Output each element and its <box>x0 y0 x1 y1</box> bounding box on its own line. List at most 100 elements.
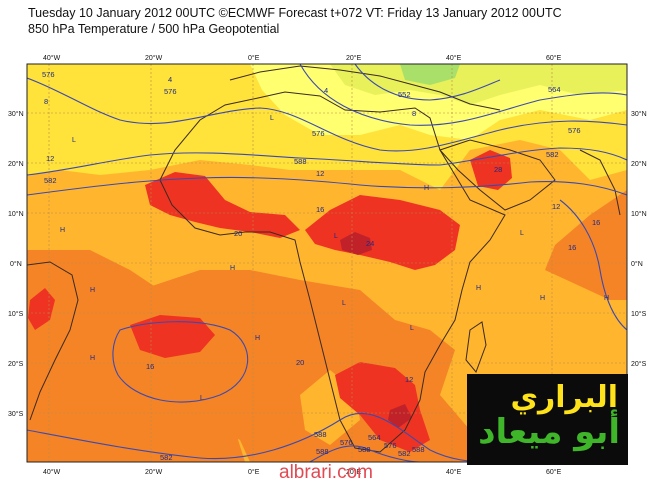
contour-588-south <box>112 321 249 403</box>
pressure-mark: L <box>334 233 338 240</box>
pressure-mark: L <box>72 137 76 144</box>
lon-tick-top: 60°E <box>546 54 562 62</box>
pressure-mark: L <box>270 115 274 122</box>
isotherm-labels: 4 8 12 16 20 24 28 20 16 12 12 16 8 4 16… <box>44 75 600 384</box>
lat-tick-right: 20°S <box>631 360 647 368</box>
isotherm-label: 16 <box>146 362 154 371</box>
isotherm-label: 8 <box>44 97 48 106</box>
coast-africa <box>159 91 506 453</box>
contour-588-east <box>559 199 627 331</box>
isotherm-label: 12 <box>552 202 560 211</box>
contour-576-south <box>309 445 421 462</box>
temp-warm-sahel-e <box>305 195 460 270</box>
pressure-mark: H <box>255 335 260 342</box>
lon-tick-top: 20°W <box>145 54 163 62</box>
site-watermark: albrari.com <box>279 462 373 483</box>
contour-576 <box>27 77 627 152</box>
lat-tick-right: 10°S <box>631 310 647 318</box>
lon-tick-top: 0°E <box>248 54 260 62</box>
lat-tick-right: 30°N <box>631 110 647 118</box>
lon-ticks-bottom: 40°W 20°W 0°E 20°E 40°E 60°E <box>43 468 562 476</box>
geopotential-labels: 576 576 588 576 552 564 576 582 582 582 … <box>42 70 581 462</box>
isotherm-label: 4 <box>168 75 172 84</box>
contour-582 <box>27 147 627 176</box>
isotherm-label: 16 <box>316 205 324 214</box>
isotherm-label: 4 <box>324 86 328 95</box>
logo-line-2: أبو ميعاد <box>478 412 620 452</box>
lat-tick-left: 20°N <box>8 160 24 168</box>
geopotential-label: 582 <box>546 150 559 159</box>
isotherm-label: 24 <box>366 239 374 248</box>
pressure-mark: H <box>604 295 609 302</box>
site-logo: البراري أبو ميعاد <box>467 374 628 465</box>
lat-tick-right: 0°N <box>631 260 643 268</box>
coast-south-america <box>27 261 79 421</box>
geopotential-label: 588 <box>412 445 425 454</box>
pressure-mark: L <box>342 300 346 307</box>
isotherm-label: 12 <box>405 375 413 384</box>
pressure-mark: L <box>200 395 204 402</box>
isotherm-label: 28 <box>494 165 502 174</box>
isotherm-label: 20 <box>234 229 242 238</box>
geopotential-label: 576 <box>568 126 581 135</box>
lon-tick-bottom: 40°W <box>43 468 61 476</box>
map-title: Tuesday 10 January 2012 00UTC ©ECMWF For… <box>28 6 562 20</box>
lat-tick-left: 20°S <box>8 360 24 368</box>
isotherm-label: 20 <box>296 358 304 367</box>
geopotential-label: 582 <box>160 453 173 462</box>
pressure-mark: H <box>540 295 545 302</box>
geopotential-label: 588 <box>314 430 327 439</box>
geopotential-label: 576 <box>164 87 177 96</box>
temp-band-20-24-south <box>27 250 245 462</box>
lat-tick-left: 10°N <box>8 210 24 218</box>
geopotential-label: 588 <box>294 157 307 166</box>
coastlines <box>27 65 621 453</box>
contour-552 <box>354 64 501 101</box>
lon-tick-top: 40°W <box>43 54 61 62</box>
lat-ticks-right: 30°N 20°N 10°N 0°N 10°S 20°S <box>631 110 647 368</box>
temp-warm-arabia <box>470 150 512 190</box>
isotherm-label: 12 <box>316 169 324 178</box>
pressure-mark: L <box>410 325 414 332</box>
contour-582-south <box>27 413 491 462</box>
isotherm-label: 12 <box>46 154 54 163</box>
geopotential-label: 582 <box>398 449 411 458</box>
geopotential-label: 576 <box>312 129 325 138</box>
temp-hot-south-africa <box>388 404 412 428</box>
isotherm-label: 16 <box>568 243 576 252</box>
contour-564 <box>299 64 627 126</box>
geopotential-label: 588 <box>358 445 371 454</box>
coast-india <box>579 149 621 216</box>
lon-tick-bottom: 20°E <box>346 468 362 476</box>
isotherm-label: 8 <box>412 109 416 118</box>
geopotential-label: 564 <box>548 85 561 94</box>
lon-tick-bottom: 0°E <box>248 468 260 476</box>
geopotential-label: 576 <box>42 70 55 79</box>
lon-tick-bottom: 60°E <box>546 468 562 476</box>
lat-tick-left: 30°S <box>8 410 24 418</box>
geopotential-contours <box>27 64 627 462</box>
temp-band-lt4 <box>400 64 460 85</box>
temp-hot-core <box>340 232 372 255</box>
pressure-marks: L L H H L H L H L H H L H H L H <box>60 115 609 402</box>
map-frame <box>26 63 628 463</box>
pressure-mark: H <box>90 287 95 294</box>
temp-warm-brazil <box>28 288 55 330</box>
lon-tick-top: 20°E <box>346 54 362 62</box>
lat-ticks-left: 30°N 20°N 10°N 0°N 10°S 20°S 30°S <box>8 110 24 418</box>
coast-europe <box>229 65 501 111</box>
pressure-mark: H <box>476 285 481 292</box>
contour-588 <box>27 176 627 196</box>
lat-tick-right: 10°N <box>631 210 647 218</box>
lat-tick-left: 0°N <box>10 260 22 268</box>
geopotential-label: 552 <box>398 90 411 99</box>
lon-tick-bottom: 20°W <box>145 468 163 476</box>
temp-warm-sahel-w <box>145 172 300 238</box>
coast-arabia <box>439 139 556 211</box>
isotherm-label: 16 <box>592 218 600 227</box>
geopotential-label: 576 <box>384 441 397 450</box>
geopotential-label: 564 <box>368 433 381 442</box>
graticule <box>27 64 627 462</box>
temp-warm-south-africa <box>335 362 430 452</box>
logo-line-1: البراري <box>510 380 618 415</box>
